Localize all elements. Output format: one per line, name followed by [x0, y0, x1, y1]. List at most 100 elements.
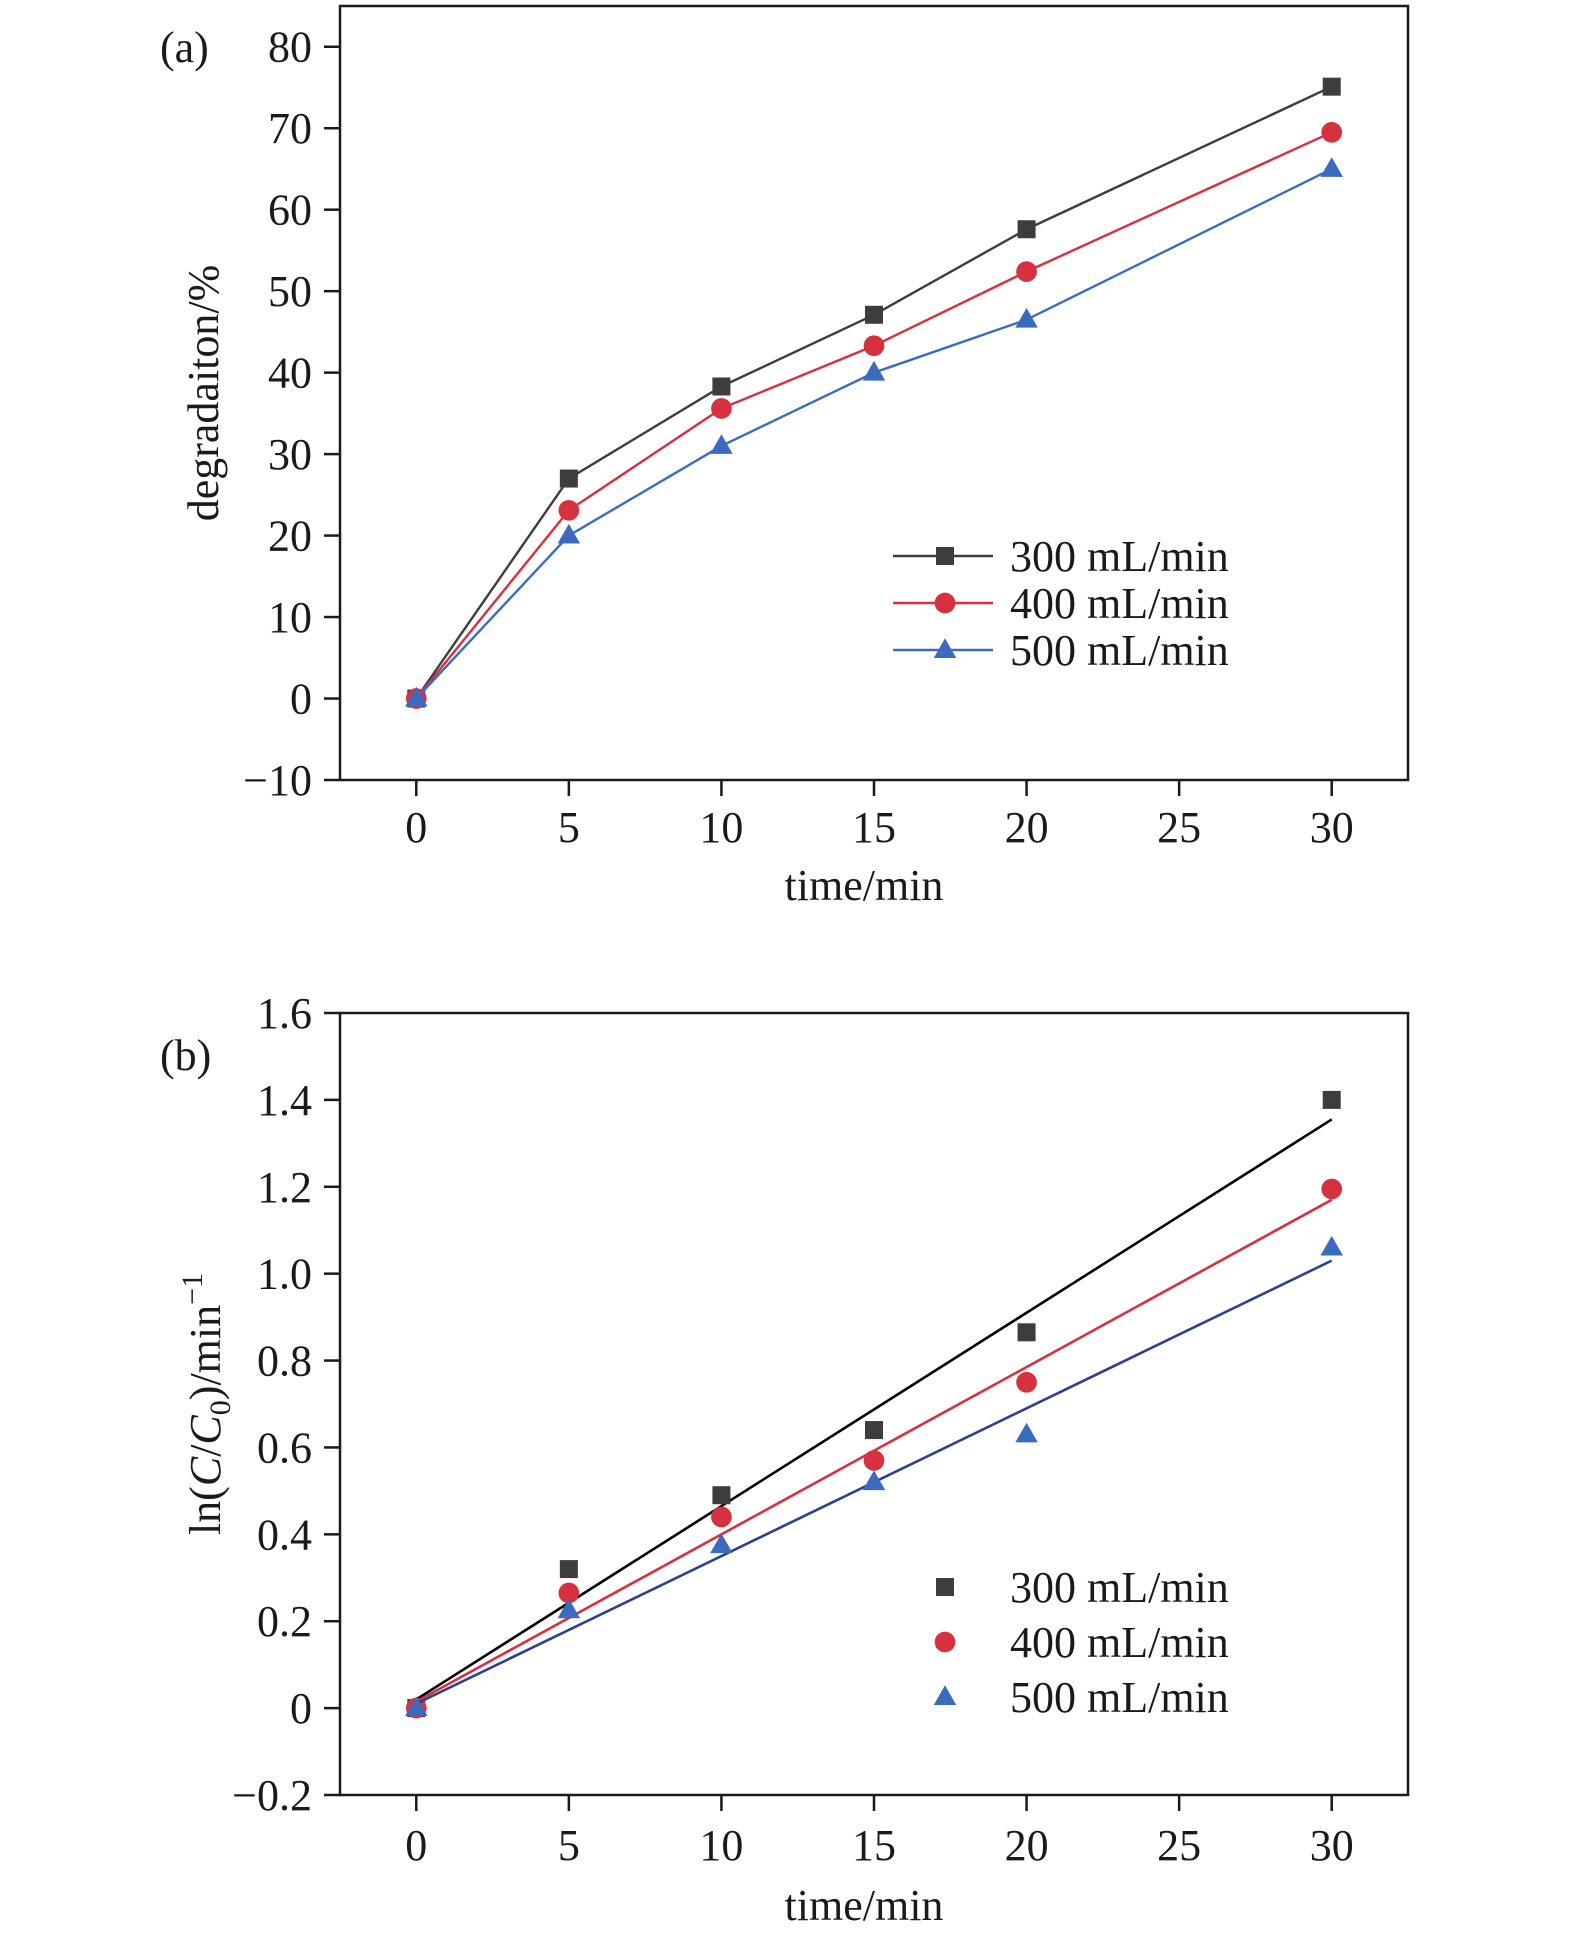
- series-500-group: [405, 157, 1343, 707]
- y-tick-label: −10: [243, 756, 312, 805]
- x-tick-label: 0: [405, 803, 427, 852]
- legend-label: 500 mL/min: [1010, 626, 1229, 675]
- data-point: [1320, 1235, 1343, 1256]
- y-axis-label-part: )/min: [181, 1305, 230, 1400]
- data-point: [405, 686, 428, 707]
- y-axis-label-part: −1: [176, 1273, 209, 1305]
- y-axis-label-part: ln(: [181, 1486, 230, 1535]
- data-point: [405, 1696, 428, 1717]
- series-line: [415, 131, 1333, 700]
- data-point: [1321, 1178, 1343, 1200]
- legend-label: 300 mL/min: [1010, 1563, 1229, 1612]
- data-point: [1016, 261, 1037, 282]
- x-tick-label: 10: [699, 803, 743, 852]
- y-tick-label: 1.2: [257, 1163, 312, 1212]
- legend-label: 400 mL/min: [1010, 1618, 1229, 1667]
- y-tick-label: 1.4: [257, 1076, 312, 1125]
- series-500-group: [405, 1235, 1343, 1717]
- data-point: [1015, 1422, 1038, 1443]
- legend-marker: [934, 1631, 956, 1653]
- data-point: [558, 499, 580, 521]
- data-point: [710, 1533, 733, 1554]
- x-tick-label: 5: [558, 1821, 580, 1870]
- plot-frame: [338, 4, 1410, 782]
- x-tick-label: 25: [1157, 803, 1201, 852]
- legend-marker: [933, 638, 957, 658]
- data-point: [865, 305, 883, 324]
- plot-frame: [338, 1011, 1410, 1797]
- y-tick-label: 60: [268, 186, 312, 235]
- data-point: [1322, 1090, 1341, 1109]
- legend-marker: [933, 1685, 957, 1705]
- series-line: [415, 85, 1333, 700]
- y-axis-label-part: /: [181, 1444, 230, 1457]
- x-tick-label: 20: [1005, 1821, 1049, 1870]
- data-point: [558, 1582, 580, 1604]
- y-axis-label-part: C: [181, 1456, 230, 1486]
- y-tick-label: 50: [268, 267, 312, 316]
- x-tick-label: 30: [1310, 803, 1354, 852]
- x-tick-label: 5: [558, 803, 580, 852]
- x-tick-label: 20: [1005, 803, 1049, 852]
- y-axis-label: ln(C/C0)/min−1: [176, 1273, 237, 1535]
- legend-marker: [934, 592, 956, 614]
- data-point: [710, 434, 733, 454]
- data-point: [865, 1421, 883, 1440]
- data-point: [863, 335, 885, 357]
- data-point: [863, 1450, 885, 1471]
- panel-label: (a): [160, 23, 209, 72]
- data-point: [1322, 77, 1341, 96]
- y-axis-label-part: C: [181, 1415, 230, 1445]
- y-tick-label: 10: [268, 593, 312, 642]
- panel-a-degradation-chart: 0 5 10 15 20 25 30 −10 0 10 20 30 40 50 60 70 80 time/min…: [160, 4, 1410, 910]
- y-tick-label: 0: [290, 675, 312, 724]
- data-point: [1015, 307, 1038, 328]
- y-tick-label: 70: [268, 104, 312, 153]
- data-point: [862, 360, 886, 381]
- x-axis-label: time/min: [785, 1881, 944, 1930]
- y-tick-label: 0: [290, 1684, 312, 1733]
- panel-b-kinetics-chart: 0 5 10 15 20 25 30 −0.2 0 0.2 0.4 0.6 0.8 1.0 1.2 1.4 1.…: [160, 989, 1410, 1930]
- series-line: [415, 167, 1333, 700]
- x-tick-label: 15: [852, 1821, 896, 1870]
- y-tick-label: 0.4: [257, 1510, 312, 1559]
- legend-label: 500 mL/min: [1010, 1673, 1229, 1722]
- y-tick-label: 80: [268, 23, 312, 72]
- x-tick-label: 30: [1310, 1821, 1354, 1870]
- y-axis-label: degradaiton/%: [179, 265, 228, 522]
- x-axis-label: time/min: [785, 861, 944, 910]
- y-tick-label: 0.2: [257, 1597, 312, 1646]
- legend-marker: [936, 1578, 954, 1596]
- data-point: [559, 469, 578, 488]
- x-tick-label: 25: [1157, 1821, 1201, 1870]
- data-point: [712, 377, 731, 396]
- data-point: [712, 1486, 731, 1505]
- x-tick-label: 0: [405, 1821, 427, 1870]
- y-axis-label-part: 0: [204, 1400, 237, 1415]
- data-point: [711, 1506, 732, 1528]
- y-tick-label: 20: [268, 512, 312, 561]
- x-tick-label: 10: [699, 1821, 743, 1870]
- y-tick-label: 40: [268, 349, 312, 398]
- y-tick-label: −0.2: [232, 1771, 312, 1820]
- data-point: [557, 1598, 581, 1619]
- data-point: [1016, 1371, 1037, 1393]
- y-tick-label: 0.6: [257, 1423, 312, 1472]
- data-point: [862, 1470, 886, 1491]
- data-point: [1320, 157, 1343, 177]
- fit-line: [415, 1118, 1333, 1701]
- legend-marker: [936, 547, 954, 565]
- data-point: [1017, 220, 1036, 239]
- legend-label: 400 mL/min: [1010, 579, 1229, 628]
- legend-label: 300 mL/min: [1010, 532, 1229, 581]
- data-point: [1017, 1323, 1036, 1342]
- x-tick-label: 15: [852, 803, 896, 852]
- panel-label: (b): [160, 1031, 211, 1080]
- y-tick-label: 30: [268, 430, 312, 479]
- data-point: [557, 523, 581, 544]
- data-point: [1321, 121, 1343, 143]
- y-tick-label: 0.8: [257, 1337, 312, 1386]
- y-tick-label: 1.0: [257, 1250, 312, 1299]
- data-point: [559, 1560, 578, 1579]
